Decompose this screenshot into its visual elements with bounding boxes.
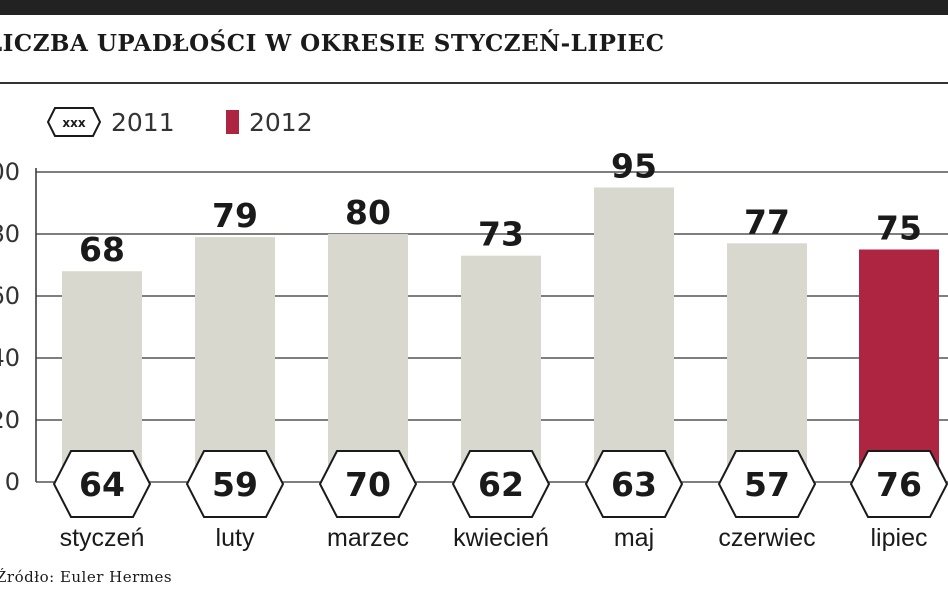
bar-2012 (859, 249, 939, 482)
x-category-label: maj (614, 524, 654, 552)
x-category-label: luty (216, 524, 255, 552)
bar-value-label-2012: 80 (345, 193, 391, 232)
hexagon-value-label-2011: 59 (212, 465, 258, 504)
y-tick-label: 40 (0, 344, 20, 372)
bar-2012 (328, 234, 408, 482)
hexagon-2011 (717, 450, 817, 518)
x-category-label: marzec (327, 524, 409, 552)
hexagon-2011 (849, 450, 948, 518)
legend-item-2012: 2012 (202, 100, 313, 144)
x-category-label: kwiecień (453, 524, 549, 552)
legend-hexagon-icon: xxx (47, 107, 101, 137)
bar-value-label-2012: 95 (611, 147, 657, 186)
top-bar (0, 0, 948, 15)
bar-2012 (62, 271, 142, 482)
legend-hexagon-text: xxx (62, 116, 85, 130)
hexagon-value-label-2011: 62 (478, 465, 524, 504)
legend-item-2011: xxx 2011 (47, 100, 175, 144)
y-tick-label: 100 (0, 158, 20, 186)
bar-value-label-2012: 77 (744, 202, 790, 241)
hexagon-value-label-2011: 76 (876, 465, 922, 504)
bar-2012 (195, 237, 275, 482)
hexagon-2011 (318, 450, 418, 518)
hexagon-2011 (451, 450, 551, 518)
bar-2012 (727, 243, 807, 482)
x-category-label: styczeń (60, 524, 145, 552)
hexagon-value-label-2011: 70 (345, 465, 391, 504)
legend-swatch-2012 (226, 110, 239, 134)
x-category-label: czerwiec (718, 524, 815, 552)
hexagon-value-label-2011: 64 (79, 465, 125, 504)
x-category-label: lipiec (871, 524, 928, 552)
y-tick-label: 0 (5, 468, 20, 496)
hexagon-2011 (584, 450, 684, 518)
bar-value-label-2012: 75 (876, 209, 922, 248)
title-rule (0, 82, 948, 84)
legend-label-2012: 2012 (249, 107, 313, 137)
bar-value-label-2012: 68 (79, 230, 125, 269)
hexagon-value-label-2011: 63 (611, 465, 657, 504)
bar-value-label-2012: 73 (478, 215, 524, 254)
y-tick-label: 60 (0, 282, 20, 310)
y-tick-label: 20 (0, 406, 20, 434)
hexagon-value-label-2011: 57 (744, 465, 790, 504)
bar-value-label-2012: 79 (212, 196, 258, 235)
chart-title: LICZBA UPADŁOŚCI W OKRESIE STYCZEŃ-LIPIE… (0, 30, 665, 57)
legend-label-2011: 2011 (111, 107, 175, 137)
bar-2012 (594, 187, 674, 482)
y-tick-label: 80 (0, 220, 20, 248)
hexagon-2011 (52, 450, 152, 518)
bar-2012 (461, 255, 541, 482)
hexagon-2011 (185, 450, 285, 518)
source-note: Źródło: Euler Hermes (0, 568, 173, 586)
